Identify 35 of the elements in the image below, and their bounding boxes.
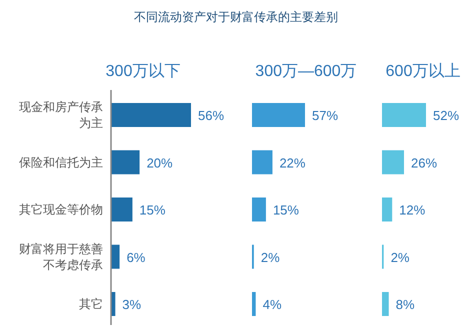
bar xyxy=(382,103,426,127)
chart-title: 300万—600万 xyxy=(255,63,357,80)
y-tick-label: 现金和房产传承为主 xyxy=(19,100,103,130)
data-label: 57% xyxy=(312,108,338,123)
bar xyxy=(111,103,191,127)
data-label: 8% xyxy=(396,297,415,312)
y-tick-label: 保险和信托为主 xyxy=(19,155,103,170)
data-label: 20% xyxy=(146,155,174,170)
y-tick-label: 其它 xyxy=(79,297,103,311)
bar xyxy=(111,150,140,174)
data-label: 2% xyxy=(260,250,280,265)
bar xyxy=(252,198,266,222)
data-label: 52% xyxy=(433,108,460,123)
data-label: 4% xyxy=(262,297,282,312)
bar xyxy=(382,292,389,316)
chart-title: 300万以下 xyxy=(106,62,180,80)
chart-title: 600万以上 xyxy=(386,62,460,80)
y-tick-label: 财富将用于慈善不考虑传承 xyxy=(19,242,103,272)
bar xyxy=(111,198,132,222)
data-label: 56% xyxy=(198,108,224,123)
bar xyxy=(252,292,256,316)
data-label: 2% xyxy=(390,250,410,265)
bar xyxy=(382,150,404,174)
bar xyxy=(252,150,272,174)
data-label: 15% xyxy=(139,202,166,218)
data-label: 6% xyxy=(126,250,146,265)
data-label: 12% xyxy=(399,202,426,218)
y-tick-label: 其它现金等价物 xyxy=(19,202,103,216)
bar xyxy=(252,103,305,127)
text: 不同流动资产对于财富传承的主要差别 xyxy=(134,10,338,24)
bar xyxy=(382,198,392,222)
data-label: 3% xyxy=(122,297,142,312)
data-label: 22% xyxy=(279,155,306,170)
data-label: 15% xyxy=(272,202,300,218)
data-label: 26% xyxy=(411,155,438,170)
